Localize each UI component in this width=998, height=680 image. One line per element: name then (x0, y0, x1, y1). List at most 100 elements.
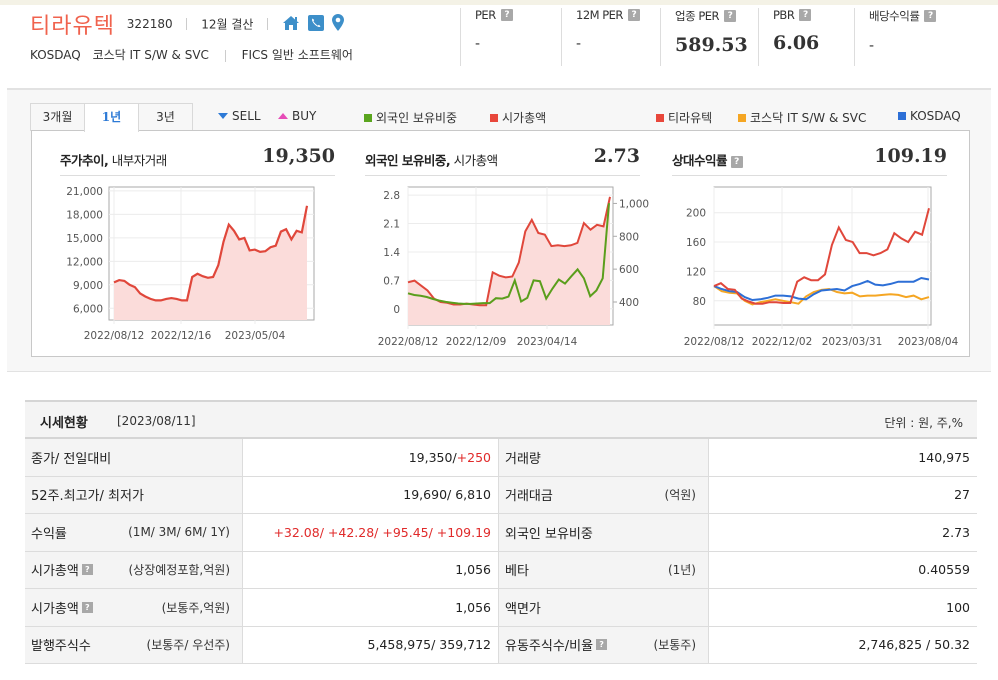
metric-label: PBR (773, 8, 795, 22)
chart-title-bold: 상대수익률 (672, 153, 728, 168)
svg-text:200: 200 (686, 208, 706, 220)
svg-text:2022/08/12: 2022/08/12 (378, 336, 439, 348)
map-pin-icon[interactable] (331, 14, 344, 34)
phone-icon[interactable] (307, 14, 324, 34)
value-text: 2.73 (942, 524, 970, 540)
table-date: [2023/08/11] (117, 414, 196, 428)
svg-text:2023/08/04: 2023/08/04 (898, 336, 959, 348)
help-icon[interactable]: ? (924, 10, 937, 22)
svg-text:400: 400 (619, 297, 639, 309)
row-label: 종가/ 전일대비 (25, 439, 243, 476)
svg-text:2.1: 2.1 (383, 219, 400, 231)
svg-text:1,000: 1,000 (619, 198, 649, 210)
label-sub: (억원) (664, 488, 696, 503)
help-icon[interactable]: ? (500, 9, 513, 21)
fiscal-month: 12월 결산 (201, 17, 254, 32)
legend-label: BUY (292, 109, 317, 123)
svg-text:2023/04/14: 2023/04/14 (517, 336, 578, 348)
fics-sector: FICS 일반 소프트웨어 (241, 48, 353, 62)
label-text: 발행주식수 (31, 639, 91, 655)
row-value: +32.08/ +42.28/ +95.45/ +109.19 (243, 514, 499, 551)
svg-text:2023/05/04: 2023/05/04 (225, 330, 286, 342)
tab-3-months[interactable]: 3개월 (30, 103, 85, 131)
svg-text:12,000: 12,000 (66, 256, 103, 268)
row-label: 거래량 (499, 439, 709, 476)
row-label: 시가총액 ? (상장예정포함,억원) (25, 551, 243, 588)
legend-swatch-icon (364, 113, 372, 122)
chart-title-rest: 내부자거래 (108, 153, 168, 168)
market-info: KOSDAQ 코스닥 IT S/W & SVC FICS 일반 소프트웨어 (30, 46, 353, 63)
svg-text:600: 600 (619, 264, 639, 276)
row-label: 52주.최고가/ 최저가 (25, 476, 243, 513)
value-text: 140,975 (918, 449, 970, 465)
divider (224, 49, 226, 62)
legend-label: 코스닥 IT S/W & SVC (750, 111, 867, 125)
label-text: 외국인 보유비중 (505, 526, 593, 542)
row-value: 2,746,825 / 50.32 (709, 626, 977, 663)
help-icon[interactable]: ? (799, 9, 812, 21)
legend-sector: 코스닥 IT S/W & SVC (738, 109, 866, 126)
help-icon[interactable]: ? (596, 639, 608, 651)
table-body: 종가/ 전일대비 19,350/ +250 거래량 140,975 52주.최고… (25, 439, 977, 664)
metric-industry-per: 업종 PER? 589.53 (660, 8, 758, 66)
metric-per: PER? - (460, 8, 561, 66)
legend-swatch-icon (490, 113, 498, 122)
table-row: 수익률 (1M/ 3M/ 6M/ 1Y) +32.08/ +42.28/ +95… (25, 514, 977, 552)
metric-label: 업종 PER (675, 9, 720, 23)
chart-panel: 3개월 1년 3년 SELL BUY 외국인 보유비중 시가총액 티라유텍 코스… (7, 88, 991, 372)
label-text: 베타 (505, 564, 529, 580)
valuation-metrics: PER? - 12M PER? - 업종 PER? 589.53 PBR? 6.… (460, 8, 984, 66)
relative-return-value: 109.19 (874, 145, 947, 167)
label-text: 유동주식수/비율 (505, 639, 594, 655)
row-label: 수익률 (1M/ 3M/ 6M/ 1Y) (25, 514, 243, 551)
label-sub: (1년) (667, 563, 696, 578)
table-header: 시세현황 [2023/08/11] 단위 : 원, 주,% (25, 400, 977, 439)
row-value: 140,975 (709, 439, 977, 476)
row-label: 액면가 (499, 589, 709, 626)
chart-title-bold: 주가추이, (60, 153, 109, 168)
svg-text:160: 160 (686, 237, 706, 249)
legend-kosdaq: KOSDAQ (898, 109, 961, 123)
value-text: 19,690/ 6,810 (403, 487, 491, 503)
price-status-table: 시세현황 [2023/08/11] 단위 : 원, 주,% 종가/ 전일대비 1… (25, 400, 977, 664)
row-label: 외국인 보유비중 (499, 514, 709, 551)
company-header: 티라유텍 322180 12월 결산 (30, 8, 348, 40)
chart-title: 주가추이, 내부자거래 19,350 (60, 145, 335, 176)
row-value: 27 (709, 476, 977, 513)
help-icon[interactable]: ? (81, 601, 93, 613)
chart-title: 상대수익률 ? 109.19 (672, 145, 947, 176)
row-label: 유동주식수/비율 ? (보통주) (499, 626, 709, 663)
row-value: 2.73 (709, 514, 977, 551)
row-label: 베타 (1년) (499, 551, 709, 588)
triangle-up-icon (278, 113, 288, 119)
charts-frame: 주가추이, 내부자거래 19,350 21,000 18,000 15,000 12,… (31, 130, 970, 357)
svg-text:21,000: 21,000 (66, 186, 103, 198)
row-value: 19,350/ +250 (243, 439, 499, 476)
help-icon[interactable]: ? (724, 10, 737, 22)
value-text: 100 (946, 599, 970, 615)
help-icon[interactable]: ? (81, 564, 93, 576)
current-price: 19,350 (262, 145, 335, 167)
row-label: 시가총액 ? (보통주,억원) (25, 589, 243, 626)
legend-label: 티라유텍 (668, 111, 713, 125)
metric-label: PER (475, 8, 496, 22)
chart-title: 외국인 보유비중, 시가총액 2.73 (365, 145, 640, 176)
svg-text:0.7: 0.7 (383, 275, 400, 287)
svg-text:80: 80 (693, 296, 706, 308)
svg-text:2022/08/12: 2022/08/12 (84, 330, 145, 342)
help-icon[interactable]: ? (730, 156, 743, 168)
legend-market-cap: 시가총액 (490, 109, 546, 126)
label-sub: (보통주,억원) (161, 600, 230, 615)
tab-1-year[interactable]: 1년 (84, 103, 139, 132)
value-text: 27 (954, 487, 970, 503)
row-value: 1,056 (243, 589, 499, 626)
metric-value: 589.53 (675, 34, 748, 56)
row-value: 19,690/ 6,810 (243, 476, 499, 513)
row-value: 0.40559 (709, 551, 977, 588)
legend-foreign-ratio: 외국인 보유비중 (364, 109, 457, 126)
help-icon[interactable]: ? (627, 9, 640, 21)
value-change: +32.08/ +42.28/ +95.45/ +109.19 (273, 524, 491, 540)
home-icon[interactable] (282, 15, 300, 34)
metric-value: - (869, 38, 875, 54)
tab-3-years[interactable]: 3년 (138, 103, 193, 131)
